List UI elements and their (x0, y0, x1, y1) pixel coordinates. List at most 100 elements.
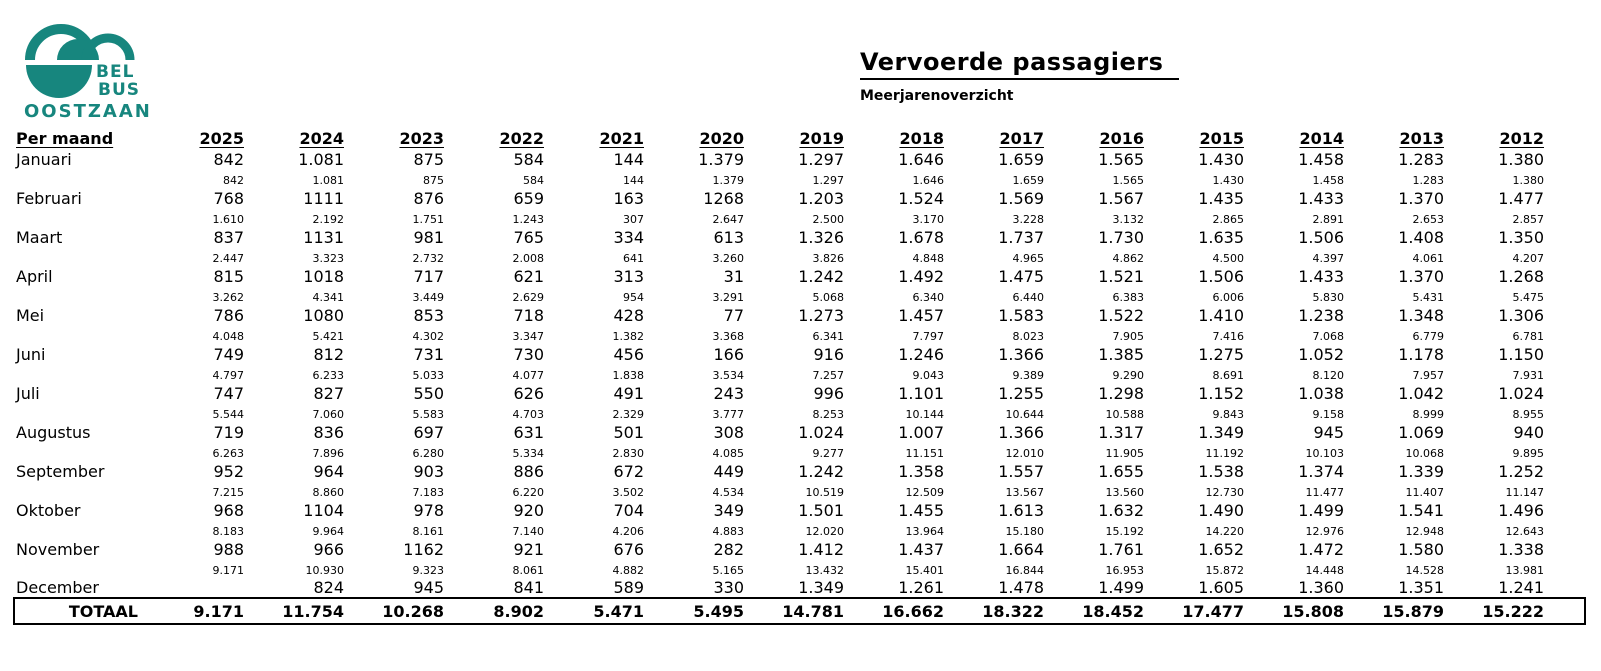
year-header-2024: 2024 (299, 129, 344, 148)
cumulative-cell-september-2012: 11.147 (1505, 486, 1545, 499)
value-cell-februari-2013: 1.370 (1398, 189, 1444, 208)
cumulative-cell-maart-2022: 2.008 (512, 252, 545, 265)
value-cell-januari-2019: 1.297 (798, 150, 844, 169)
cumulative-row-november: 9.171 10.930 9.323 8.061 4.882 5.165 13.432 15.… (14, 559, 1585, 577)
value-cell-september-2016: 1.655 (1098, 462, 1144, 481)
cumulative-cell-april-2015: 6.006 (1212, 291, 1245, 304)
value-cell-maart-2014: 1.506 (1298, 228, 1344, 247)
row-filler (1548, 442, 1585, 460)
cumulative-cell-februari-2012: 2.857 (1512, 213, 1545, 226)
row-header-label: Per maand (16, 129, 114, 148)
year-header-2014: 2014 (1299, 129, 1344, 148)
row-filler (1548, 286, 1585, 304)
value-cell-april-2024: 1018 (303, 267, 344, 286)
cumulative-cell-november-2017: 16.844 (1005, 564, 1045, 577)
value-cell-februari-2017: 1.569 (998, 189, 1044, 208)
month-label: Februari (16, 189, 82, 208)
month-label: Mei (16, 306, 45, 325)
month-row-oktober: Oktober 968 1104 978 920 704 349 1.501 1.455 1.61… (14, 499, 1585, 520)
cumulative-cell-februari-2021: 307 (623, 213, 644, 226)
month-row-juni: Juni 749 812 731 730 456 166 916 1.246 1.366 1.385… (14, 343, 1585, 364)
row-filler (1548, 460, 1585, 481)
row-filler (1548, 169, 1585, 187)
total-cell-2014: 15.808 (1248, 597, 1348, 625)
cumulative-cell-november-2024: 10.930 (305, 564, 345, 577)
cumulative-cell-september-2024: 8.860 (312, 486, 345, 499)
year-header-2012: 2012 (1499, 129, 1544, 148)
value-cell-november-2017: 1.664 (998, 540, 1044, 559)
value-cell-november-2025: 988 (213, 540, 244, 559)
cumulative-cell-mei-2017: 8.023 (1012, 330, 1045, 343)
value-cell-februari-2014: 1.433 (1298, 189, 1344, 208)
value-cell-november-2024: 966 (313, 540, 344, 559)
cumulative-cell-mei-2014: 7.068 (1312, 330, 1345, 343)
year-header-2021: 2021 (599, 129, 644, 148)
month-label: Januari (16, 150, 72, 169)
value-cell-oktober-2022: 920 (513, 501, 544, 520)
value-cell-augustus-2016: 1.317 (1098, 423, 1144, 442)
cumulative-row-september: 7.215 8.860 7.183 6.220 3.502 4.534 10.519 12.5… (14, 481, 1585, 499)
year-header-2015: 2015 (1199, 129, 1244, 148)
cumulative-cell-juli-2014: 9.158 (1312, 408, 1345, 421)
cumulative-cell-juli-2020: 3.777 (712, 408, 745, 421)
value-cell-oktober-2025: 968 (213, 501, 244, 520)
value-cell-mei-2023: 853 (413, 306, 444, 325)
cumulative-cell-augustus-2014: 10.103 (1305, 447, 1345, 460)
value-cell-september-2019: 1.242 (798, 462, 844, 481)
cumulative-cell-maart-2021: 641 (623, 252, 644, 265)
cumulative-cell-oktober-2021: 4.206 (612, 525, 645, 538)
value-cell-mei-2022: 718 (513, 306, 544, 325)
cumulative-cell-augustus-2020: 4.085 (712, 447, 745, 460)
cumulative-cell-augustus-2024: 7.896 (312, 447, 345, 460)
cumulative-cell-mei-2022: 3.347 (512, 330, 545, 343)
value-cell-april-2014: 1.433 (1298, 267, 1344, 286)
value-cell-juli-2024: 827 (313, 384, 344, 403)
value-cell-januari-2018: 1.646 (898, 150, 944, 169)
cumulative-cell-november-2025: 9.171 (212, 564, 245, 577)
cumulative-cell-januari-2020: 1.379 (712, 174, 745, 187)
month-row-augustus: Augustus 719 836 697 631 501 308 1.024 1.007 1.36… (14, 421, 1585, 442)
cumulative-cell-oktober-2020: 4.883 (712, 525, 745, 538)
row-filler (1548, 325, 1585, 343)
value-cell-oktober-2016: 1.632 (1098, 501, 1144, 520)
logo-text-oostzaan: OOSTZAAN (24, 101, 152, 122)
value-cell-mei-2018: 1.457 (898, 306, 944, 325)
row-filler (1548, 538, 1585, 559)
cumulative-cell-juni-2025: 4.797 (212, 369, 245, 382)
cumulative-cell-september-2022: 6.220 (512, 486, 545, 499)
cumulative-cell-februari-2019: 2.500 (812, 213, 845, 226)
value-cell-september-2025: 952 (213, 462, 244, 481)
cumulative-cell-augustus-2019: 9.277 (812, 447, 845, 460)
total-cell-2015: 17.477 (1148, 597, 1248, 625)
value-cell-april-2025: 815 (213, 267, 244, 286)
year-header-2025: 2025 (199, 129, 244, 148)
value-cell-maart-2012: 1.350 (1498, 228, 1544, 247)
value-cell-oktober-2012: 1.496 (1498, 501, 1544, 520)
row-filler (1548, 148, 1585, 169)
value-cell-juni-2018: 1.246 (898, 345, 944, 364)
value-cell-december-2013: 1.351 (1398, 578, 1444, 597)
year-header-2016: 2016 (1099, 129, 1144, 148)
cumulative-cell-mei-2024: 5.421 (312, 330, 345, 343)
cumulative-cell-oktober-2023: 8.161 (412, 525, 445, 538)
total-cell-2013: 15.879 (1348, 597, 1448, 625)
value-cell-september-2015: 1.538 (1198, 462, 1244, 481)
row-filler (1548, 421, 1585, 442)
value-cell-december-2024: 824 (313, 578, 344, 597)
cumulative-cell-oktober-2015: 14.220 (1205, 525, 1245, 538)
title-block: Vervoerde passagiers Meerjarenoverzicht (860, 48, 1180, 104)
cumulative-cell-maart-2013: 4.061 (1412, 252, 1445, 265)
value-cell-februari-2023: 876 (413, 189, 444, 208)
cumulative-label-empty (14, 481, 148, 499)
cumulative-cell-februari-2017: 3.228 (1012, 213, 1045, 226)
row-filler (1548, 481, 1585, 499)
cumulative-cell-oktober-2014: 12.976 (1305, 525, 1345, 538)
value-cell-augustus-2019: 1.024 (798, 423, 844, 442)
cumulative-cell-januari-2021: 144 (623, 174, 644, 187)
value-cell-juli-2023: 550 (413, 384, 444, 403)
value-cell-maart-2021: 334 (613, 228, 644, 247)
total-cell-2012: 15.222 (1448, 597, 1548, 625)
value-cell-april-2019: 1.242 (798, 267, 844, 286)
value-cell-september-2020: 449 (713, 462, 744, 481)
cumulative-cell-februari-2014: 2.891 (1312, 213, 1345, 226)
